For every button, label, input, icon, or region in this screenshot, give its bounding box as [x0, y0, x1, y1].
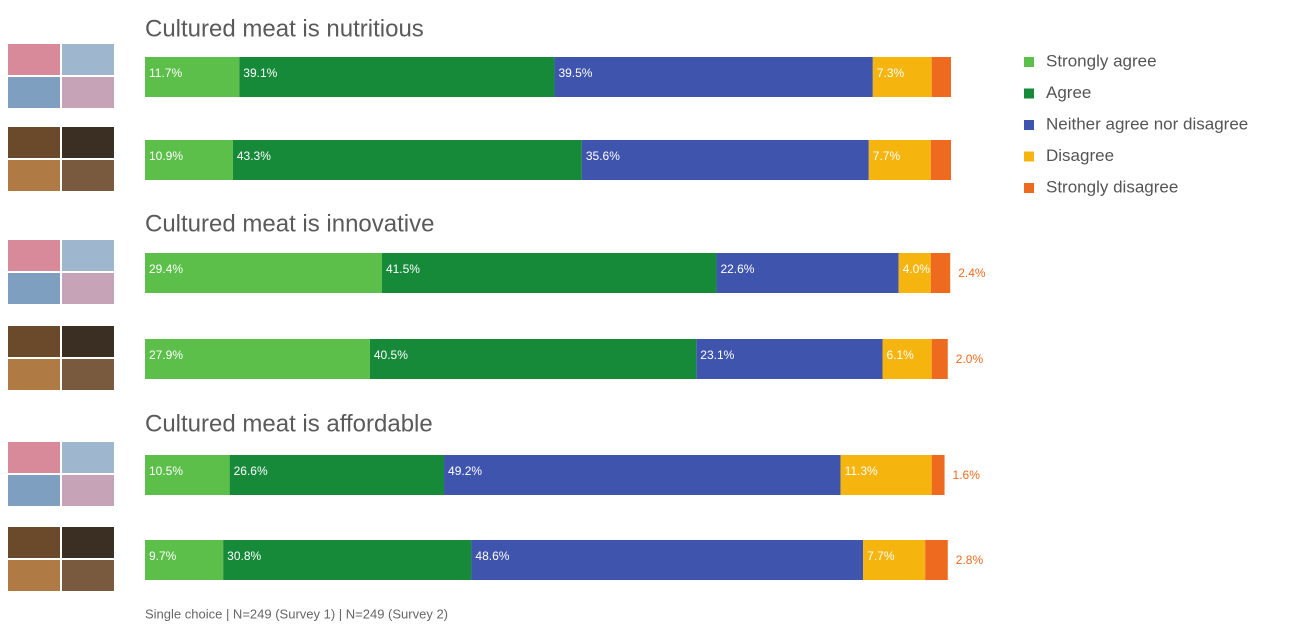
thumbnail	[62, 127, 114, 158]
thumbnail	[62, 359, 114, 390]
thumbnail	[8, 326, 60, 357]
thumbnail	[62, 160, 114, 191]
bar-segment	[931, 140, 951, 180]
thumbnail	[62, 44, 114, 75]
thumbnail	[8, 359, 60, 390]
value-label: 1.6%	[953, 468, 981, 482]
group-title: Cultured meat is affordable	[145, 410, 433, 437]
value-label: 39.1%	[243, 66, 277, 80]
legend-swatch	[1024, 183, 1034, 193]
chart: Single choice | N=249 (Survey 1) | N=249…	[0, 0, 1306, 627]
value-label: 29.4%	[149, 262, 183, 276]
legend-swatch	[1024, 89, 1034, 99]
value-label: 10.5%	[149, 464, 183, 478]
bar-segment	[932, 339, 948, 379]
thumbnail	[8, 560, 60, 591]
thumbnail	[62, 475, 114, 506]
value-label: 6.1%	[886, 348, 914, 362]
thumbnail	[8, 77, 60, 108]
thumbnail	[62, 560, 114, 591]
value-label: 9.7%	[149, 549, 177, 563]
value-label: 11.3%	[845, 464, 878, 478]
legend-swatch	[1024, 120, 1034, 130]
value-label: 43.3%	[237, 149, 271, 163]
thumbnail	[62, 527, 114, 558]
value-label: 2.8%	[956, 553, 984, 567]
thumbnail	[8, 273, 60, 304]
bar-segment	[554, 57, 872, 97]
value-label: 35.6%	[586, 149, 620, 163]
value-label: 40.5%	[374, 348, 408, 362]
bar-segment	[932, 455, 945, 495]
thumbnail	[62, 77, 114, 108]
thumbnail	[8, 44, 60, 75]
legend-label: Strongly agree	[1046, 51, 1157, 70]
value-label: 4.0%	[903, 262, 931, 276]
legend-label: Agree	[1046, 83, 1091, 102]
thumbnail	[8, 160, 60, 191]
footnote: Single choice | N=249 (Survey 1) | N=249…	[145, 606, 448, 621]
legend-label: Strongly disagree	[1046, 177, 1178, 196]
legend-swatch	[1024, 152, 1034, 162]
thumbnail	[62, 273, 114, 304]
legend-label: Disagree	[1046, 146, 1114, 165]
bar-segment	[471, 540, 863, 580]
bar-segment	[382, 253, 716, 293]
bar-segment	[925, 540, 948, 580]
thumbnail	[8, 127, 60, 158]
bar-segment	[370, 339, 696, 379]
value-label: 7.3%	[877, 66, 905, 80]
legend-label: Neither agree nor disagree	[1046, 114, 1248, 133]
value-label: 27.9%	[149, 348, 183, 362]
group-title: Cultured meat is innovative	[145, 210, 434, 237]
value-label: 10.9%	[149, 149, 183, 163]
bar-segment	[932, 57, 951, 97]
bar-segment	[233, 140, 582, 180]
bar-segment	[239, 57, 554, 97]
value-label: 7.7%	[867, 549, 895, 563]
value-label: 2.0%	[956, 352, 984, 366]
thumbnail	[62, 240, 114, 271]
thumbnail	[8, 442, 60, 473]
bar-segment	[444, 455, 841, 495]
group-title: Cultured meat is nutritious	[145, 15, 424, 42]
value-label: 41.5%	[386, 262, 420, 276]
thumbnail	[62, 326, 114, 357]
legend-swatch	[1024, 57, 1034, 67]
thumbnail	[62, 442, 114, 473]
value-label: 7.7%	[873, 149, 901, 163]
value-label: 39.5%	[558, 66, 592, 80]
value-label: 30.8%	[227, 549, 261, 563]
value-label: 22.6%	[720, 262, 754, 276]
value-label: 26.6%	[234, 464, 268, 478]
bar-segment	[582, 140, 869, 180]
value-label: 48.6%	[475, 549, 509, 563]
value-label: 2.4%	[958, 266, 986, 280]
thumbnail	[8, 527, 60, 558]
thumbnail	[8, 475, 60, 506]
bar-segment	[931, 253, 950, 293]
value-label: 23.1%	[700, 348, 734, 362]
thumbnail	[8, 240, 60, 271]
value-label: 11.7%	[149, 66, 182, 80]
value-label: 49.2%	[448, 464, 482, 478]
